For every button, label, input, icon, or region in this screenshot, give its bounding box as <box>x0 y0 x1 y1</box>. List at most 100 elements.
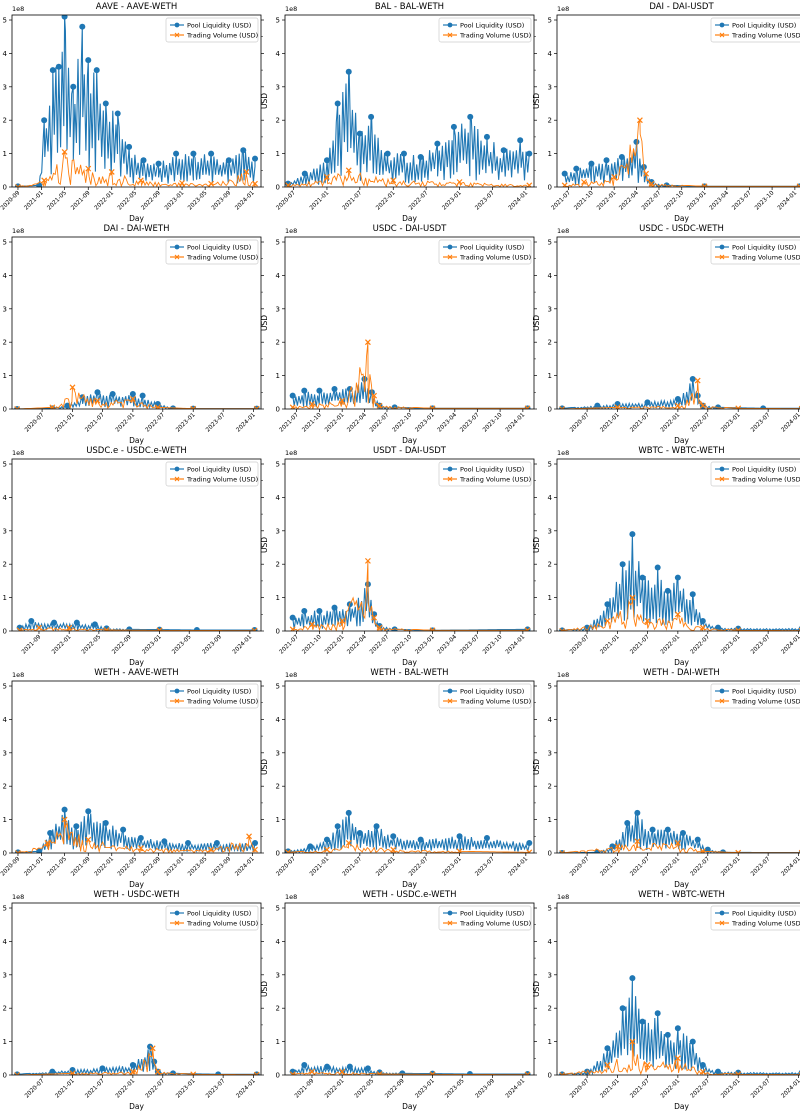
volume-point <box>526 849 533 853</box>
x-tick-label: 2023-01 <box>415 412 437 434</box>
x-tick-label: 2020-07 <box>569 412 591 434</box>
x-tick-label: 2022-07 <box>690 634 712 656</box>
subplot-6: USDC - USDC-WETH 1e8 0 1 2 3 4 5 2020-07 2021-01 2… <box>532 224 800 445</box>
liquidity-point <box>85 57 92 64</box>
y-tick-label: 1 <box>3 816 7 824</box>
liquidity-point <box>185 839 192 846</box>
legend-label: Pool Liquidity (USD) <box>732 687 796 695</box>
y-tick-label: 2 <box>276 117 280 125</box>
x-axis-label: Day <box>674 436 689 445</box>
volume-point <box>634 838 641 845</box>
liquidity-point <box>639 1018 646 1025</box>
liquidity-point <box>376 622 383 629</box>
legend-marker <box>447 688 453 694</box>
subplot-12: WETH - DAI-WETH 1e8 0 1 2 3 4 5 2020-07 2021-01 20… <box>532 668 800 889</box>
x-tick-label: 2022-05 <box>81 634 103 656</box>
y-offset-label: 1e8 <box>285 671 297 679</box>
legend-label: Pool Liquidity (USD) <box>460 21 524 29</box>
x-tick-label: 2023-07 <box>205 412 227 434</box>
liquidity-point <box>694 392 701 399</box>
x-tick-label: 2022-05 <box>117 856 139 878</box>
x-tick-label: 2024-01 <box>232 634 254 656</box>
liquidity-point <box>689 375 696 382</box>
liquidity-point <box>664 1031 671 1038</box>
liquidity-point <box>500 147 507 154</box>
chart-title: USDC - DAI-USDT <box>373 224 448 234</box>
liquidity-point <box>316 607 323 614</box>
legend-marker <box>447 466 453 472</box>
volume-point <box>69 384 76 391</box>
legend-marker <box>174 32 180 38</box>
y-tick-label: 2 <box>3 783 7 791</box>
x-tick-label: 2023-10 <box>482 634 504 656</box>
volume-point <box>14 406 21 409</box>
y-tick-label: 2 <box>548 117 552 125</box>
y-tick-label: 2 <box>548 561 552 569</box>
liquidity-point <box>664 587 671 594</box>
y-tick-label: 4 <box>548 716 553 724</box>
y-axis-label: USD <box>532 759 541 775</box>
y-tick-label: 5 <box>276 905 280 913</box>
y-tick-label: 5 <box>548 905 552 913</box>
y-axis-label: USD <box>532 93 541 109</box>
liquidity-point <box>55 63 62 70</box>
legend-label: Trading Volume (USD) <box>459 253 531 261</box>
series-line <box>292 378 528 409</box>
legend-label: Trading Volume (USD) <box>731 31 800 39</box>
chart-title: WETH - USDC.e-WETH <box>363 890 457 900</box>
liquidity-point <box>604 1045 611 1052</box>
legend-box <box>438 239 532 265</box>
volume-point <box>429 405 436 409</box>
legend-label: Pool Liquidity (USD) <box>187 909 251 917</box>
subplot-9: WBTC - WBTC-WETH 1e8 0 1 2 3 4 5 2020-07 2021-01 2… <box>532 446 800 667</box>
volume-point <box>644 1062 651 1068</box>
liquidity-point <box>109 390 116 397</box>
liquidity-point <box>483 834 490 841</box>
legend-box <box>710 239 800 265</box>
y-tick-label: 5 <box>3 461 7 469</box>
x-tick-label: 2024-01 <box>505 412 527 434</box>
legend-box <box>438 683 532 709</box>
chart-title: DAI - DAI-WETH <box>104 224 170 234</box>
volume-point <box>339 397 346 404</box>
liquidity-point <box>715 1068 722 1075</box>
x-tick-label: 2020-07 <box>569 856 591 878</box>
legend-label: Trading Volume (USD) <box>186 697 258 705</box>
volume-point <box>137 845 144 851</box>
liquidity-point <box>699 617 706 624</box>
y-axis-label: USD <box>260 315 269 331</box>
volume-point <box>674 840 681 846</box>
y-axis-label: USD <box>260 759 269 775</box>
series-line <box>564 120 800 187</box>
x-tick-label: 2022-10 <box>664 190 686 212</box>
liquidity-point <box>51 619 58 626</box>
legend-marker <box>719 688 725 694</box>
liquidity-point <box>368 113 375 120</box>
legend-box <box>710 461 800 487</box>
legend-label: Pool Liquidity (USD) <box>187 465 251 473</box>
liquidity-point <box>301 170 308 177</box>
y-tick-label: 1 <box>276 594 280 602</box>
x-tick-label: 2023-07 <box>750 1078 772 1100</box>
y-tick-label: 3 <box>548 83 552 91</box>
legend-box <box>438 17 532 43</box>
y-tick-label: 3 <box>276 971 280 979</box>
liquidity-point <box>573 165 580 172</box>
y-tick-label: 5 <box>276 17 280 25</box>
plot-frame <box>11 14 262 188</box>
volume-point <box>604 618 611 624</box>
legend-label: Trading Volume (USD) <box>459 697 531 705</box>
liquidity-point <box>301 1061 308 1068</box>
volume-point <box>208 180 215 187</box>
volume-point <box>190 1071 197 1075</box>
legend-box <box>438 905 532 931</box>
trading-volume-series <box>285 167 533 187</box>
y-tick-label: 2 <box>3 117 7 125</box>
volume-point <box>629 594 636 601</box>
legend-label: Trading Volume (USD) <box>459 31 531 39</box>
x-tick-label: 2023-05 <box>444 1078 466 1100</box>
liquidity-point <box>619 1005 626 1012</box>
x-tick-label: 2024-01 <box>234 190 256 212</box>
x-tick-label: 2023-07 <box>459 634 481 656</box>
x-tick-label: 2021-07 <box>629 412 651 434</box>
